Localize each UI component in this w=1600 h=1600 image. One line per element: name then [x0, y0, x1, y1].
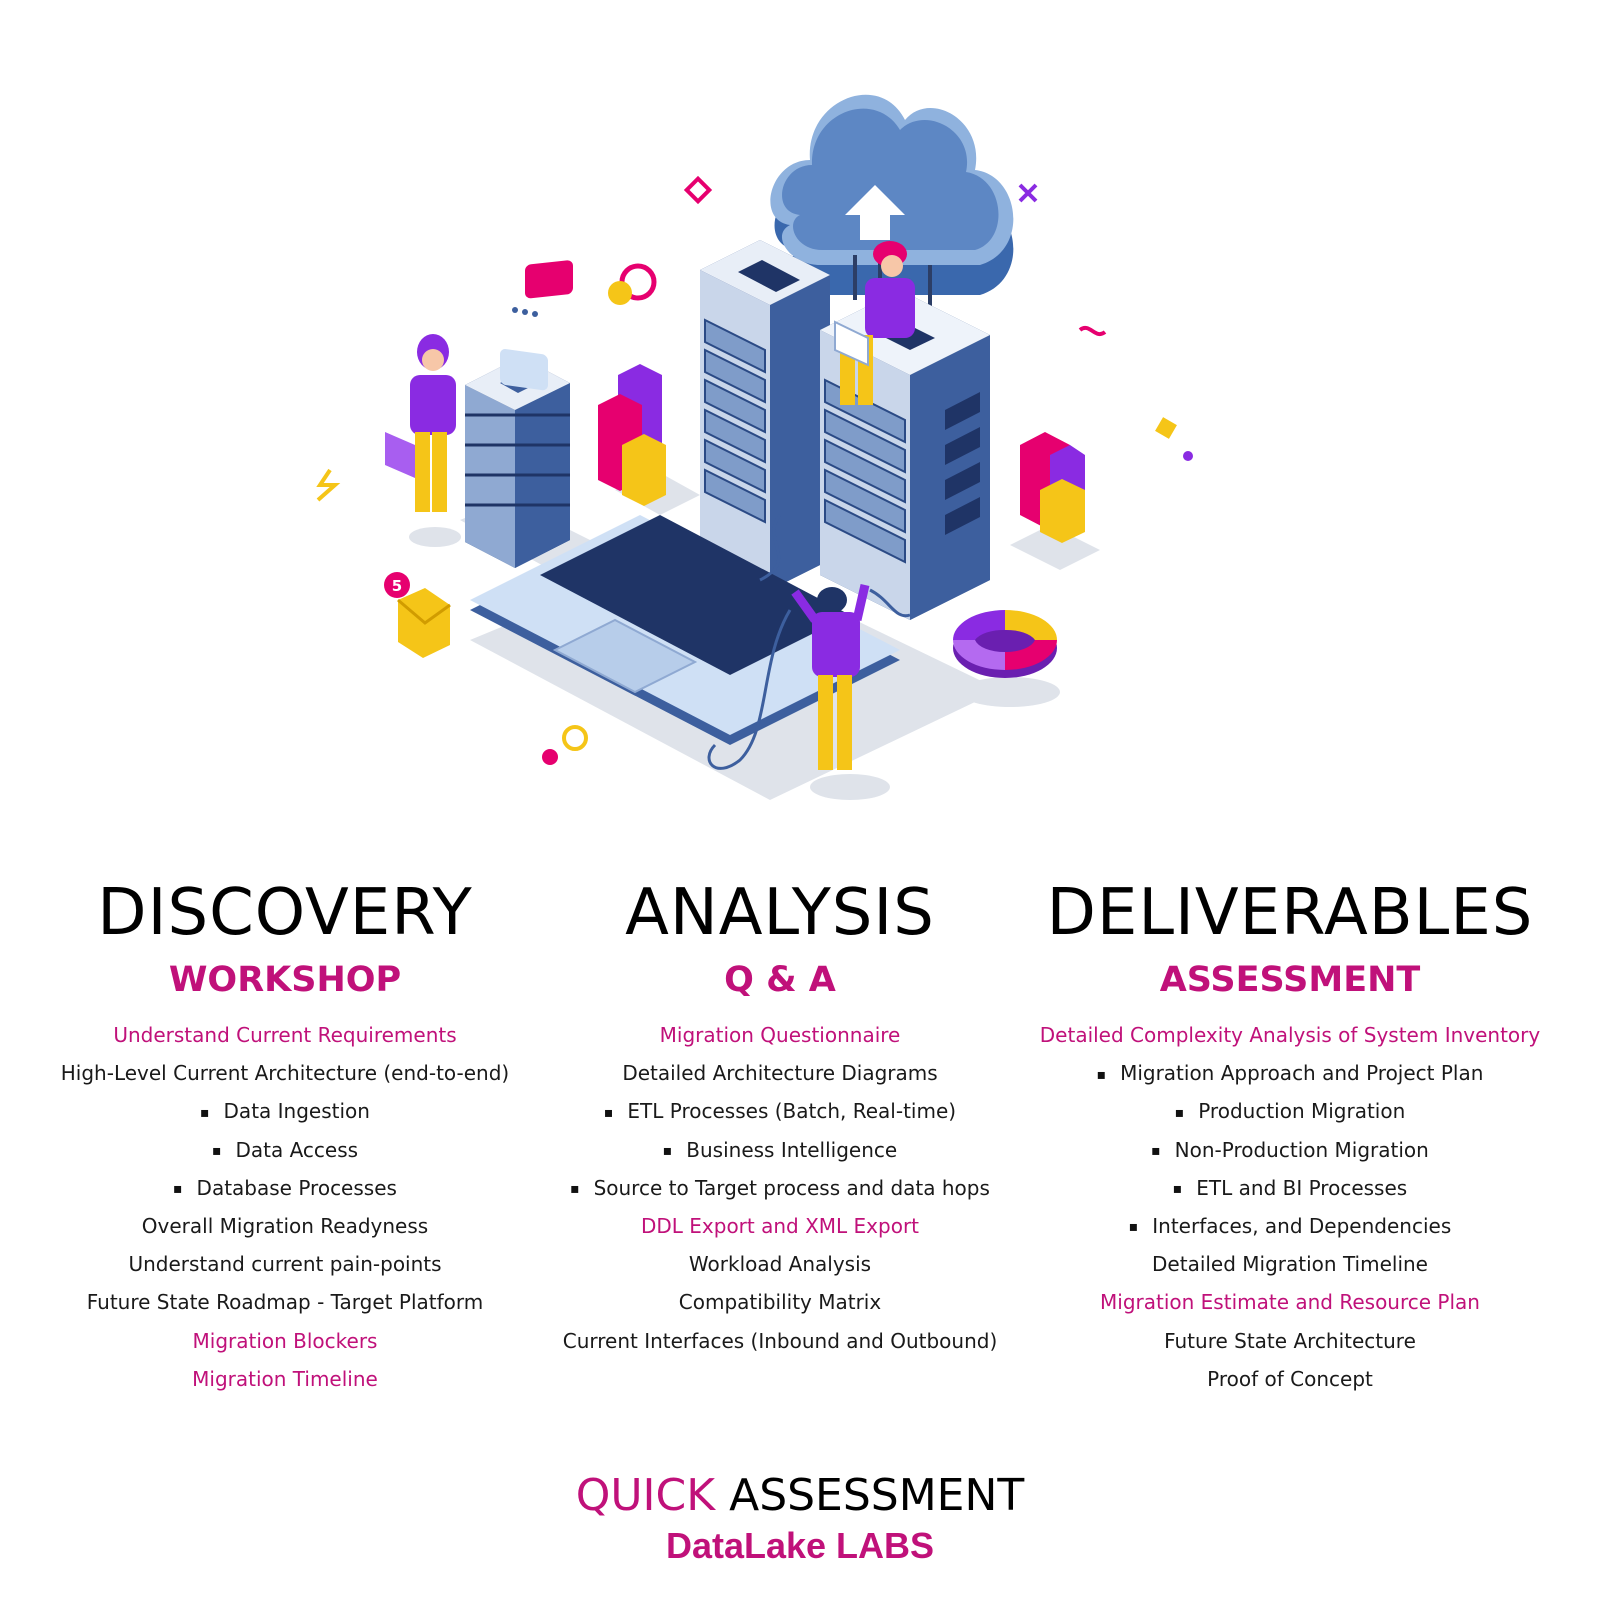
list-item: Future State Architecture: [1164, 1328, 1416, 1353]
list-item: Database Processes: [25, 1169, 545, 1207]
list-item: Migration Approach and Project Plan: [1030, 1054, 1550, 1092]
column-subtitle: WORKSHOP: [168, 960, 402, 1000]
cloud-upload-icon: [770, 94, 1014, 330]
person-technician: [791, 583, 870, 770]
mail-icon: 5: [384, 572, 451, 658]
footer: QUICK ASSESSMENT DataLake LABS: [0, 1468, 1600, 1568]
list-item: Data Ingestion: [25, 1092, 545, 1130]
item-list: Migration Questionnaire Detailed Archite…: [520, 1016, 1040, 1360]
column-discovery: DISCOVERY WORKSHOP Understand Current Re…: [25, 878, 545, 1398]
column-analysis: ANALYSIS Q & A Migration Questionnaire D…: [520, 878, 1040, 1360]
bar-chart-icon: [598, 364, 666, 506]
list-item: Overall Migration Readyness: [141, 1213, 429, 1238]
bar-chart-right-icon: [1020, 432, 1085, 543]
data-center-illustration: 5: [316, 94, 1193, 800]
list-item: Non-Production Migration: [1030, 1131, 1550, 1169]
list-item: ETL and BI Processes: [1030, 1169, 1550, 1207]
person-with-laptop: [834, 241, 915, 405]
list-item: Business Intelligence: [520, 1131, 1040, 1169]
cables: [707, 514, 911, 770]
item-list: Understand Current Requirements High-Lev…: [25, 1016, 545, 1398]
list-item: Proof of Concept: [1207, 1366, 1373, 1391]
brand-name: DataLake LABS: [665, 1525, 935, 1566]
laptop-icon: [470, 515, 900, 745]
list-item: Compatibility Matrix: [678, 1290, 882, 1315]
list-item: Source to Target process and data hops: [520, 1169, 1040, 1207]
list-item: High-Level Current Architecture (end-to-…: [60, 1061, 510, 1086]
column-subtitle: ASSESSMENT: [1159, 960, 1421, 1000]
list-item: ETL Processes (Batch, Real-time): [520, 1092, 1040, 1130]
list-item: Data Access: [25, 1131, 545, 1169]
decorative-shapes: [316, 175, 1193, 765]
list-item: Understand current pain-points: [128, 1252, 442, 1277]
column-deliverables: DELIVERABLES ASSESSMENT Detailed Complex…: [1030, 878, 1550, 1398]
list-item: Workload Analysis: [688, 1252, 872, 1277]
list-item: Detailed Migration Timeline: [1152, 1252, 1428, 1277]
chat-bubble-icon: [500, 260, 573, 391]
person-with-tablet: [385, 334, 456, 512]
list-item: DDL Export and XML Export: [640, 1213, 920, 1238]
column-title: DELIVERABLES: [1046, 876, 1534, 950]
quick-label: QUICK: [575, 1470, 716, 1521]
server-stack-small: [465, 357, 570, 568]
list-item: Migration Estimate and Resource Plan: [1100, 1290, 1480, 1315]
server-rack-tall: [700, 240, 830, 590]
item-list: Detailed Complexity Analysis of System I…: [1030, 1016, 1550, 1398]
list-item: Detailed Complexity Analysis of System I…: [1039, 1023, 1541, 1047]
list-item: Migration Blockers: [192, 1328, 378, 1353]
list-item: Future State Roadmap - Target Platform: [86, 1290, 484, 1315]
list-item: Production Migration: [1030, 1092, 1550, 1130]
assessment-label: ASSESSMENT: [729, 1470, 1025, 1521]
column-title: DISCOVERY: [97, 876, 473, 950]
list-item: Detailed Architecture Diagrams: [622, 1061, 938, 1086]
list-item: Interfaces, and Dependencies: [1030, 1207, 1550, 1245]
list-item: Migration Timeline: [192, 1366, 378, 1391]
notification-badge: [384, 572, 410, 598]
donut-chart-icon: [953, 610, 1057, 678]
quick-assessment-heading: QUICK ASSESSMENT: [0, 1468, 1600, 1524]
badge-count: 5: [392, 577, 402, 595]
list-item: Current Interfaces (Inbound and Outbound…: [562, 1328, 998, 1353]
list-item: Understand Current Requirements: [113, 1023, 457, 1047]
column-subtitle: Q & A: [724, 960, 836, 1000]
list-item: Migration Questionnaire: [659, 1023, 901, 1047]
column-title: ANALYSIS: [625, 876, 935, 950]
